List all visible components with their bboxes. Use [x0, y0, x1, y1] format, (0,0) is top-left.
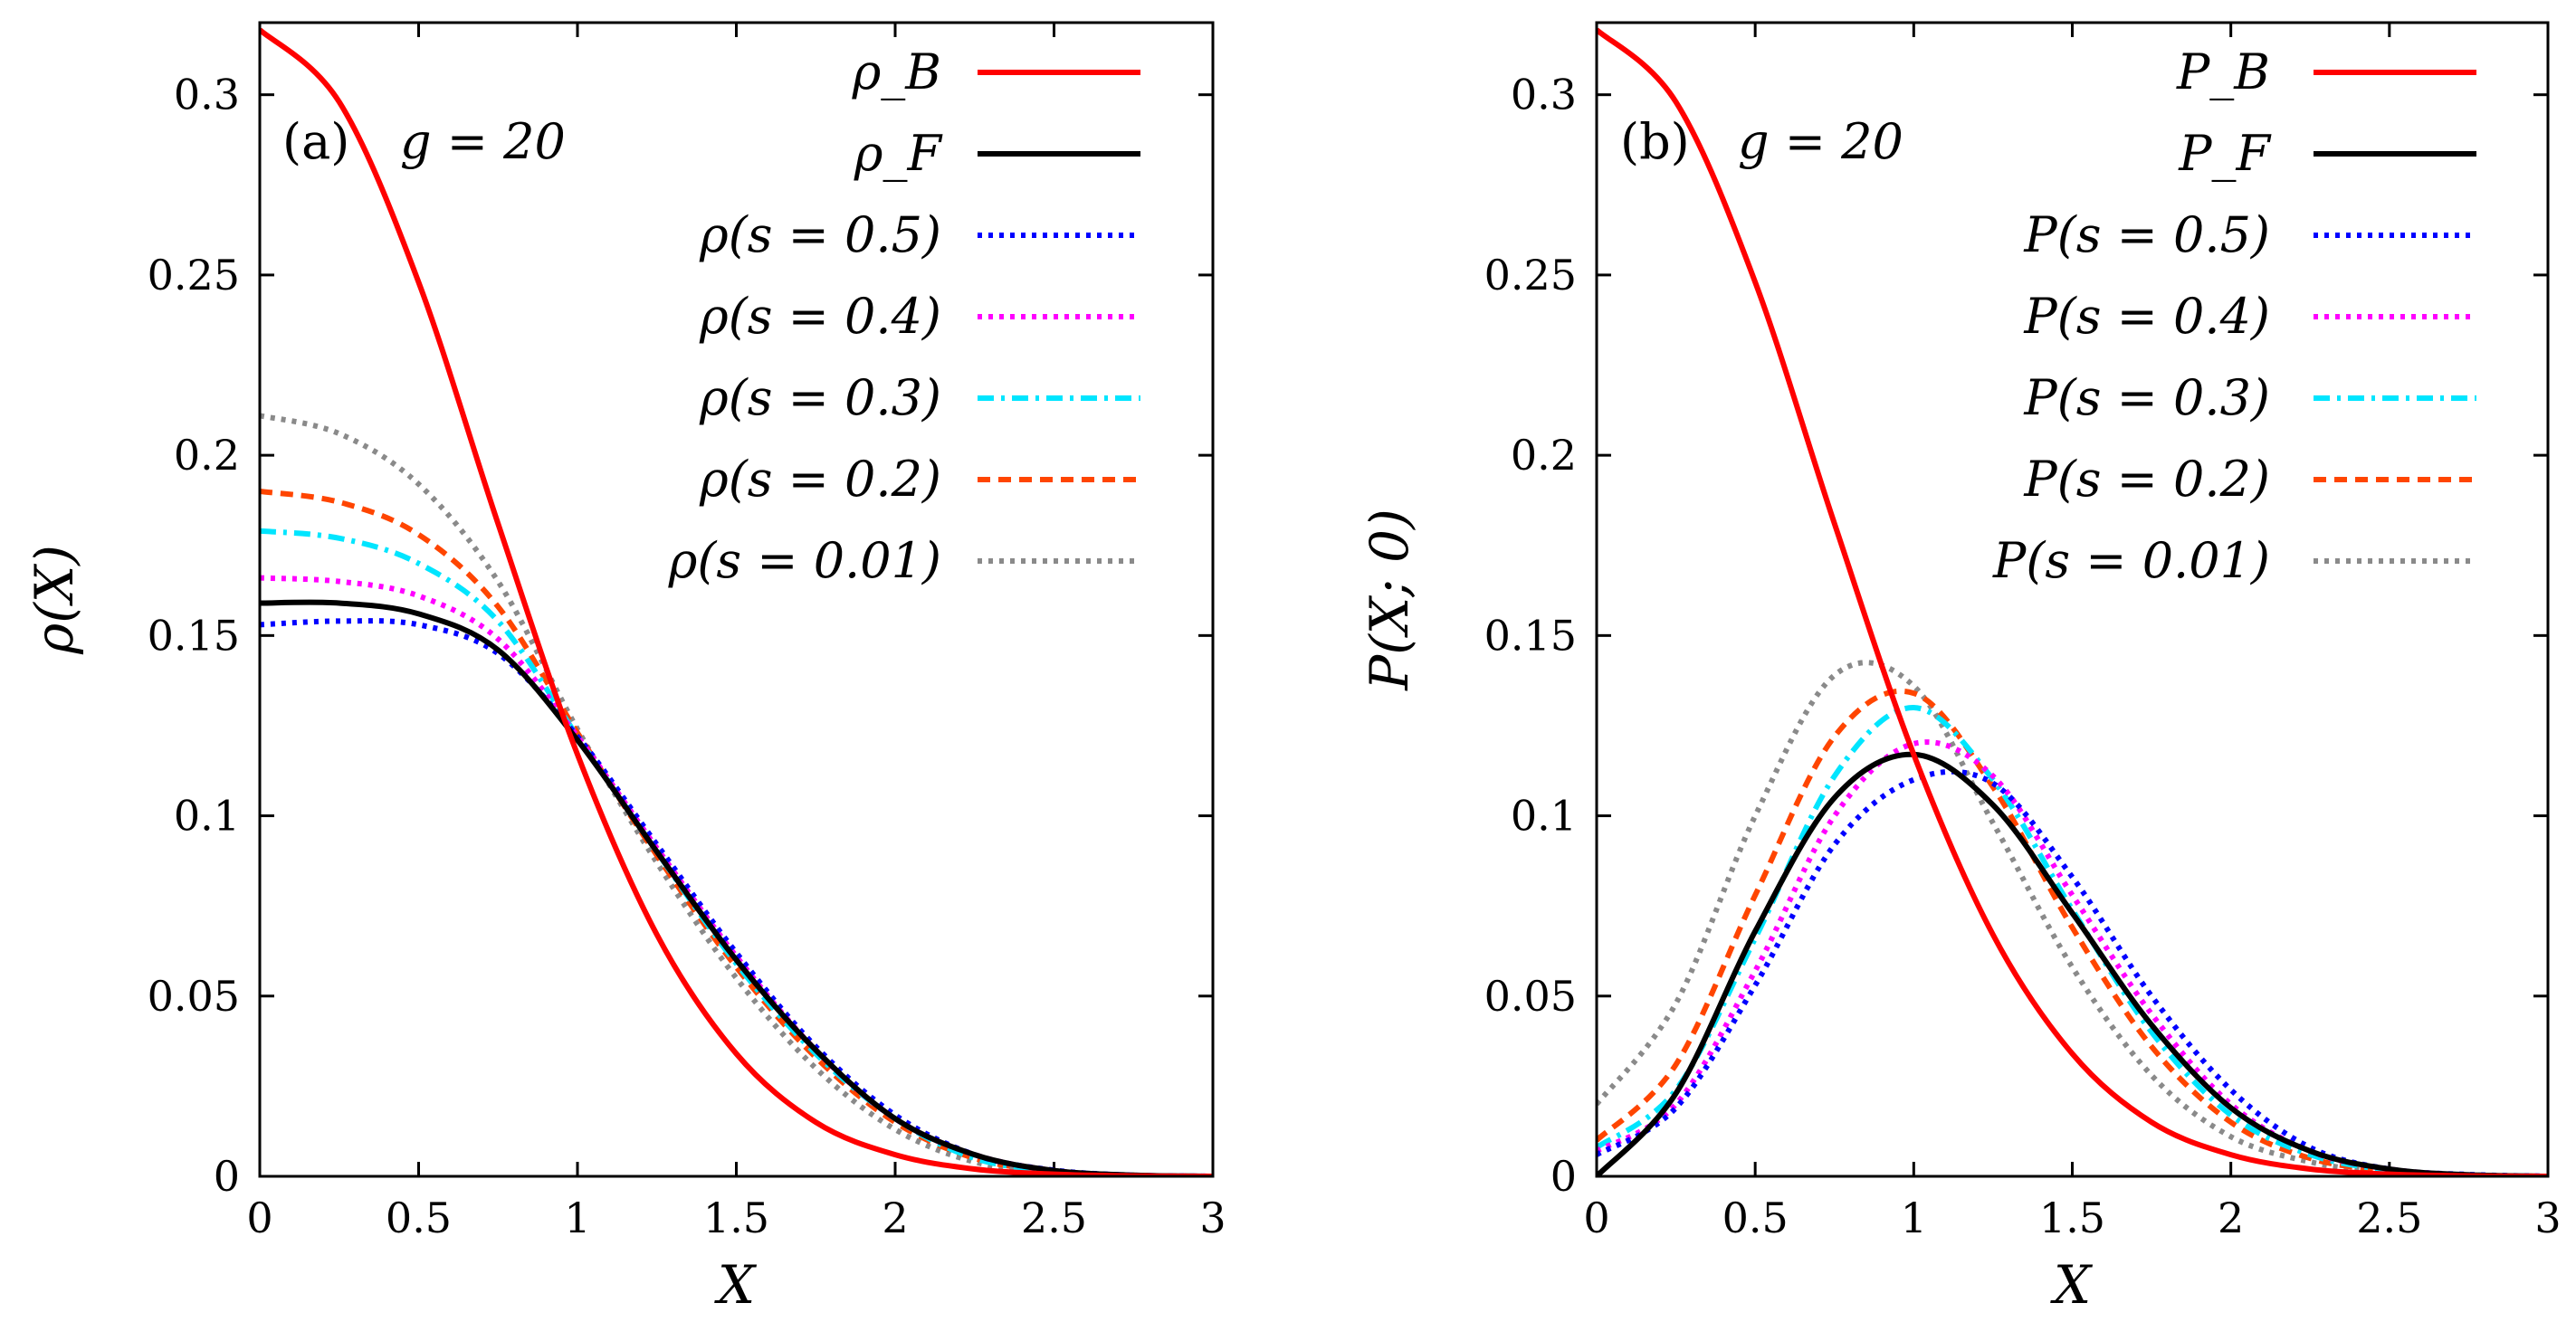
y-tick-label: 0.3 — [1511, 71, 1577, 119]
legend-label-s001: ρ(s = 0.01) — [668, 532, 941, 589]
legend-label-rhoB: ρ_B — [852, 43, 941, 100]
plot-frame — [258, 21, 1215, 1178]
plot-frame — [1595, 21, 2550, 1178]
legend-label-s02: P(s = 0.2) — [2023, 451, 2270, 508]
legend-label-s04: ρ(s = 0.4) — [699, 288, 941, 345]
series-line-rhoF — [260, 599, 1213, 1176]
legend-label-s001: P(s = 0.01) — [1992, 532, 2270, 589]
legend-label-s05: P(s = 0.5) — [2023, 206, 2270, 263]
series-line-s04 — [1597, 739, 2548, 1176]
series-line-s03 — [1597, 704, 2548, 1176]
legend-label-s03: ρ(s = 0.3) — [699, 369, 941, 426]
y-tick-label: 0.05 — [1484, 972, 1577, 1021]
chart-panel-b: 0 0.5 1 1.5 2 2.5 3 0 0.05 0.1 0.15 0.2 0.25 0.3 P_B P_… — [1359, 21, 2562, 1316]
panel-label: (a) — [282, 113, 349, 170]
x-tick-label: 0 — [1583, 1194, 1609, 1242]
x-axis-label: X — [714, 1254, 758, 1316]
legend-label-PB: P_B — [2176, 43, 2270, 100]
panel-annotation: g = 20 — [1738, 113, 1903, 170]
panel-annotation: g = 20 — [400, 113, 566, 170]
y-tick-label: 0.3 — [174, 71, 240, 119]
y-tick-label: 0.15 — [148, 611, 240, 660]
series-line-s03 — [260, 528, 1213, 1176]
x-tick-label: 2 — [882, 1194, 908, 1242]
legend-label-s03: P(s = 0.3) — [2023, 369, 2270, 426]
x-tick-label: 3 — [2534, 1194, 2561, 1242]
x-tick-label: 2 — [2218, 1194, 2244, 1242]
series-group — [260, 27, 1213, 1176]
panel-label: (b) — [1620, 113, 1690, 170]
y-tick-label: 0.05 — [148, 972, 240, 1021]
x-tick-label: 1 — [564, 1194, 590, 1242]
series-line-PB — [1597, 27, 2548, 1176]
series-line-s02 — [1597, 688, 2548, 1176]
x-tick-label: 1 — [1901, 1194, 1927, 1242]
y-axis-label: P(X; 0) — [1359, 509, 1420, 690]
series-line-s05 — [260, 618, 1213, 1176]
series-line-s04 — [260, 575, 1213, 1176]
y-tick-label: 0.2 — [1511, 431, 1577, 480]
y-tick-label: 0.1 — [1511, 792, 1577, 841]
x-tick-label: 2.5 — [2356, 1194, 2422, 1242]
x-tick-label: 0.5 — [1722, 1194, 1789, 1242]
x-tick-label: 0 — [246, 1194, 272, 1242]
x-tick-label: 2.5 — [1021, 1194, 1087, 1242]
y-tick-label: 0 — [1550, 1152, 1577, 1201]
legend-label-rhoF: ρ_F — [854, 125, 944, 182]
y-axis-label: ρ(X) — [24, 545, 85, 655]
series-group — [1597, 27, 2548, 1176]
x-axis-label: X — [2050, 1254, 2094, 1316]
series-line-s02 — [260, 489, 1213, 1176]
legend-label-s04: P(s = 0.4) — [2023, 288, 2270, 345]
y-tick-label: 0.15 — [1484, 611, 1577, 660]
legend-label-PF: P_F — [2178, 125, 2272, 182]
y-tick-label: 0 — [214, 1152, 240, 1201]
y-tick-label: 0.2 — [174, 431, 240, 480]
series-line-PF — [1597, 751, 2548, 1176]
y-tick-label: 0.25 — [1484, 251, 1577, 300]
x-tick-label: 0.5 — [386, 1194, 452, 1242]
series-line-rhoB — [260, 27, 1213, 1176]
y-tick-label: 0.1 — [174, 792, 240, 841]
legend-label-s05: ρ(s = 0.5) — [699, 206, 941, 263]
chart-panel-a: 0 0.5 1 1.5 2 2.5 3 0 0.05 0.1 0.15 0.2 0.25 0.3 ρ_B ρ_… — [24, 21, 1226, 1316]
series-line-s001 — [260, 413, 1213, 1176]
y-tick-label: 0.25 — [148, 251, 240, 300]
x-tick-label: 1.5 — [2039, 1194, 2105, 1242]
series-line-s001 — [1597, 660, 2548, 1176]
x-tick-label: 3 — [1199, 1194, 1226, 1242]
x-tick-label: 1.5 — [703, 1194, 769, 1242]
legend-label-s02: ρ(s = 0.2) — [699, 451, 941, 508]
